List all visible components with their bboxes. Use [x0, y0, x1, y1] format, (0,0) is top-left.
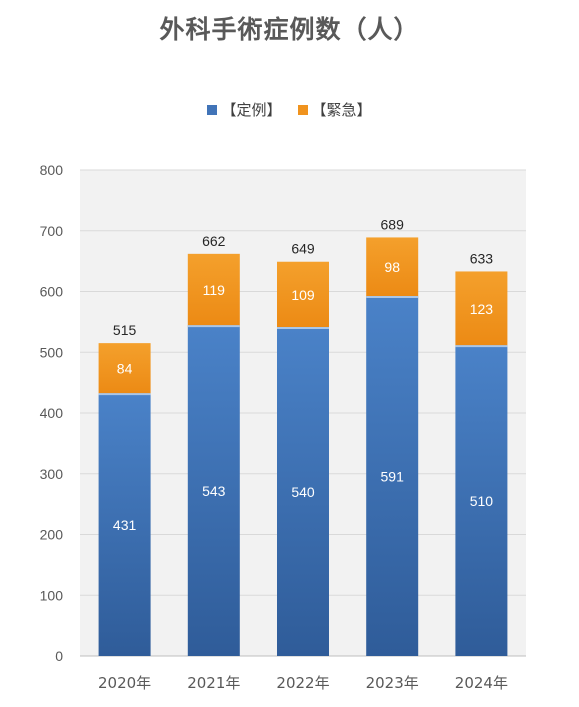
data-label-total: 662 — [202, 233, 226, 249]
y-tick-label: 0 — [55, 648, 63, 664]
y-tick-label: 700 — [40, 223, 64, 239]
bar-scheduled — [366, 296, 419, 656]
y-tick-label: 200 — [40, 527, 64, 543]
y-tick-label: 400 — [40, 405, 64, 421]
data-label-total: 689 — [381, 216, 405, 232]
x-tick-label: 2022年 — [276, 674, 329, 692]
y-tick-label: 500 — [40, 344, 64, 360]
bar-scheduled — [277, 327, 329, 656]
legend-item-emergency: 【緊急】 — [297, 99, 372, 120]
x-tick-label: 2023年 — [366, 674, 419, 692]
legend-swatch-scheduled — [207, 104, 218, 115]
data-label-total: 515 — [113, 322, 137, 338]
bar-emergency — [277, 261, 329, 328]
data-label-scheduled: 591 — [381, 468, 405, 484]
data-label-scheduled: 510 — [470, 493, 494, 509]
bar-scheduled — [455, 346, 508, 656]
legend-item-scheduled: 【定例】 — [207, 99, 282, 120]
data-label-scheduled: 540 — [291, 484, 315, 500]
y-tick-label: 100 — [40, 587, 64, 603]
data-label-emergency: 109 — [291, 287, 315, 303]
x-tick-label: 2020年 — [98, 674, 151, 692]
data-label-emergency: 98 — [384, 259, 400, 275]
x-tick-label: 2024年 — [455, 674, 508, 692]
data-label-emergency: 119 — [203, 282, 226, 298]
y-tick-label: 300 — [40, 466, 64, 482]
legend-label-emergency: 【緊急】 — [311, 101, 372, 119]
y-tick-label: 800 — [40, 162, 64, 178]
data-label-scheduled: 543 — [202, 483, 226, 499]
data-label-total: 649 — [291, 241, 315, 257]
bar-scheduled — [98, 394, 151, 656]
legend-label-scheduled: 【定例】 — [221, 101, 282, 119]
legend-swatch-emergency — [297, 104, 308, 115]
x-tick-label: 2021年 — [187, 674, 240, 692]
chart-legend: 【定例】 【緊急】 — [0, 99, 579, 120]
bar-emergency — [455, 271, 508, 347]
data-label-emergency: 84 — [117, 361, 133, 377]
bar-emergency — [187, 253, 240, 327]
data-label-scheduled: 431 — [113, 517, 137, 533]
chart-title: 外科手術症例数（人） — [159, 15, 420, 44]
bar-emergency — [366, 237, 419, 297]
data-label-total: 633 — [470, 250, 494, 266]
bar-emergency — [98, 343, 151, 395]
data-label-emergency: 123 — [470, 301, 494, 317]
bar-scheduled — [187, 326, 240, 656]
y-tick-label: 600 — [40, 284, 64, 300]
